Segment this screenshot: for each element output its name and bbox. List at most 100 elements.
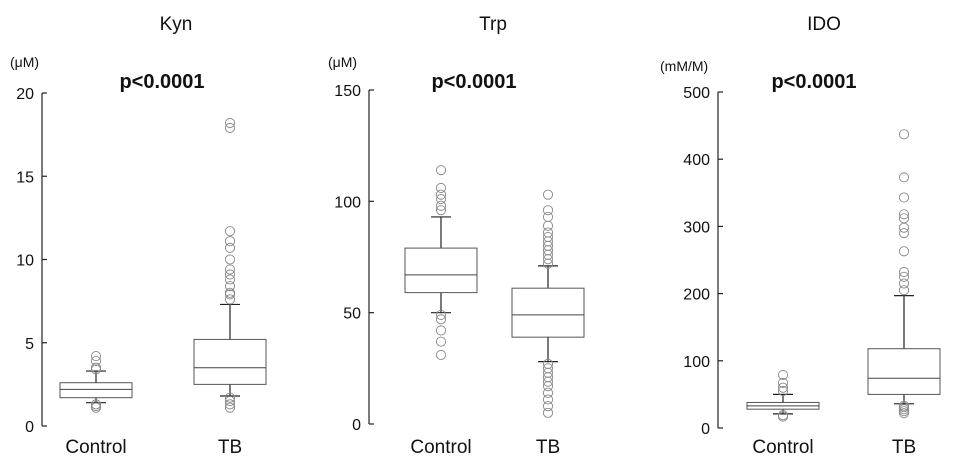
outlier-point: [435, 336, 447, 347]
outlier-point: [435, 325, 447, 336]
outlier-point: [542, 387, 554, 398]
outlier-point: [898, 172, 910, 183]
panel-kyn: Kyn (μM) p<0.0001 0 5 10 15 20 Control TB: [10, 14, 267, 456]
outlier-point: [435, 200, 447, 211]
box-tb: [193, 117, 267, 413]
outlier-point: [435, 165, 447, 176]
outlier-point: [542, 205, 554, 216]
outlier-point: [542, 189, 554, 200]
y-tick-label: 100: [334, 194, 361, 211]
x-category-label: Control: [65, 437, 126, 456]
outlier-point: [898, 267, 910, 278]
outlier-point: [898, 213, 910, 224]
outlier-point: [435, 205, 447, 216]
outlier-point: [224, 254, 236, 265]
outlier-point: [898, 285, 910, 296]
outlier-point: [224, 236, 236, 247]
outlier-point: [542, 211, 554, 222]
panel-ido: IDO (mM/M) p<0.0001 0 100 200 300 400 500 Control…: [660, 14, 941, 456]
y-tick-label: 300: [683, 219, 710, 236]
outlier-point: [898, 406, 910, 417]
outlier-point: [435, 349, 447, 361]
chart-title: IDO: [807, 14, 841, 35]
outlier-point: [542, 363, 554, 374]
y-axis-unit: (μM): [10, 54, 39, 70]
outlier-point: [542, 231, 554, 243]
outlier-point: [224, 287, 236, 298]
outlier-point: [90, 356, 102, 367]
outlier-point: [224, 226, 236, 237]
outlier-point: [898, 228, 910, 239]
p-value-annotation: p<0.0001: [771, 71, 856, 93]
outlier-point: [435, 309, 447, 320]
outlier-point: [224, 281, 236, 292]
outlier-point: [224, 242, 236, 253]
outlier-point: [777, 369, 789, 380]
iqr-box: [193, 338, 267, 385]
x-category-label: TB: [536, 437, 560, 456]
iqr-box: [867, 348, 941, 395]
outlier-point: [90, 351, 102, 362]
y-tick-label: 100: [683, 354, 710, 371]
outlier-point: [542, 227, 554, 238]
box-control: [404, 165, 478, 361]
x-category-label: Control: [752, 437, 813, 456]
outlier-point: [898, 192, 910, 203]
outlier-point: [898, 400, 910, 411]
y-tick-label: 20: [16, 86, 34, 103]
iqr-box: [59, 382, 133, 399]
box-tb: [867, 129, 941, 419]
box-tb: [511, 189, 585, 418]
outlier-point: [224, 395, 236, 407]
outlier-point: [898, 129, 910, 140]
y-tick-label: 500: [683, 85, 710, 102]
outlier-point: [542, 220, 554, 231]
outlier-point: [898, 209, 910, 220]
outlier-point: [90, 399, 102, 410]
panel-trp: Trp (μM) p<0.0001 0 50 100 150 Control TB: [328, 14, 585, 456]
outlier-point: [224, 264, 236, 275]
outlier-point: [542, 358, 554, 369]
outlier-point: [224, 122, 236, 134]
outlier-point: [777, 377, 789, 389]
box-control: [746, 369, 820, 422]
y-tick-label: 200: [683, 287, 710, 304]
outlier-point: [224, 269, 236, 280]
outlier-point: [90, 362, 102, 373]
outlier-point: [224, 392, 236, 403]
outlier-point: [898, 222, 910, 233]
x-category-label: TB: [218, 437, 242, 456]
y-tick-label: 0: [701, 421, 710, 438]
iqr-box: [404, 247, 478, 294]
y-axis-unit: (mM/M): [660, 58, 708, 74]
box-control: [59, 351, 133, 413]
y-tick-label: 5: [25, 336, 34, 353]
iqr-box: [511, 287, 585, 338]
chart-title: Kyn: [160, 14, 193, 35]
outlier-point: [224, 402, 236, 413]
outlier-point: [777, 410, 789, 421]
outlier-point: [224, 399, 236, 410]
y-tick-label: 0: [25, 419, 34, 436]
outlier-point: [777, 385, 789, 397]
chart-title: Trp: [479, 14, 507, 35]
x-category-label: TB: [892, 437, 916, 456]
p-value-annotation: p<0.0001: [119, 71, 204, 93]
outlier-point: [542, 401, 554, 412]
outlier-point: [542, 394, 554, 405]
y-tick-label: 0: [352, 417, 361, 434]
y-tick-label: 10: [16, 253, 34, 270]
y-axis-unit: (μM): [328, 54, 357, 70]
outlier-point: [435, 194, 447, 205]
outlier-point: [898, 246, 910, 257]
outlier-point: [898, 278, 910, 289]
outlier-point: [435, 182, 447, 194]
outlier-point: [435, 314, 447, 325]
outlier-point: [898, 271, 910, 282]
outlier-point: [777, 382, 789, 393]
outlier-point: [435, 189, 447, 200]
p-value-annotation: p<0.0001: [431, 71, 516, 93]
outlier-point: [224, 294, 236, 305]
x-category-label: Control: [410, 437, 471, 456]
